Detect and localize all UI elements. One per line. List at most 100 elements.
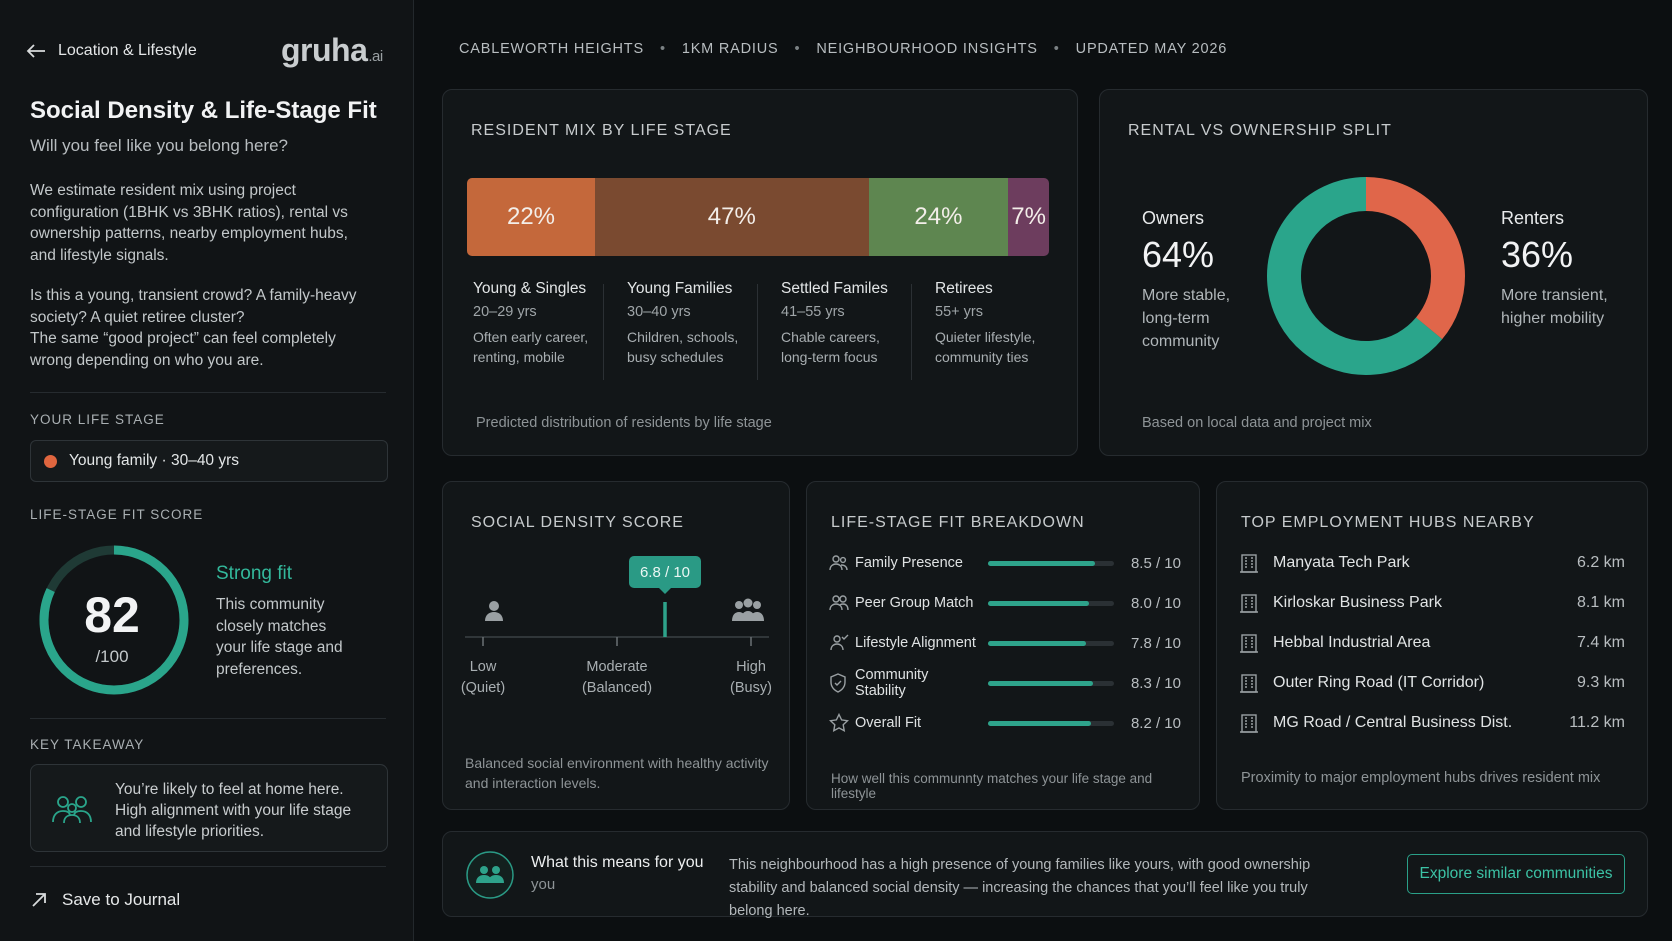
segment-label: 7% <box>1011 203 1046 230</box>
fit-row-label: Lifestyle Alignment <box>855 635 976 651</box>
fit-verdict: Strong fit <box>216 563 293 584</box>
density-high-sub: (Busy) <box>730 680 772 696</box>
fit-bar-fill <box>988 560 1096 566</box>
employment-hubs-card: TOP EMPLOYMENT HUBS NEARBY Manyata Tech … <box>1216 481 1648 810</box>
fit-row-family-presence: Family Presence 8.5 / 10 <box>829 549 1181 577</box>
renters-label: Renters <box>1501 208 1565 228</box>
save-to-journal-button[interactable]: Save to Journal <box>30 890 180 910</box>
fit-bar-track <box>988 600 1114 606</box>
fit-row-value: 8.5 / 10 <box>1130 554 1181 572</box>
breadcrumb-updated: UPDATED MAY 2026 <box>1075 41 1228 57</box>
arrow-up-right-icon <box>32 893 46 907</box>
segment-label: 47% <box>707 203 756 230</box>
fit-breakdown-title: LIFE-STAGE FIT BREAKDOWN <box>831 514 1085 531</box>
building-icon <box>1240 554 1258 573</box>
hub-name: Outer Ring Road (IT Corridor) <box>1273 674 1485 691</box>
arrow-left-icon <box>26 44 45 58</box>
density-footnote: Balanced social environment with healthy… <box>465 755 769 791</box>
breadcrumb: CABLEWORTH HEIGHTS • 1KM RADIUS • NEIGHBOU… <box>459 41 1227 57</box>
owners-description: More stable, long-term community <box>1142 287 1231 350</box>
fit-bar-fill <box>988 680 1093 686</box>
employment-hubs-footnote: Proximity to major employment hubs drive… <box>1241 770 1601 786</box>
fit-score-gauge: 82 /100 <box>39 545 189 695</box>
social-density-title: SOCIAL DENSITY SCORE <box>471 514 684 531</box>
intro-text: We estimate resident mix using project c… <box>30 182 348 264</box>
employment-hubs-title: TOP EMPLOYMENT HUBS NEARBY <box>1241 514 1535 531</box>
legend-retirees: Retirees 55+ yrs Quieter lifestyle, commu… <box>929 280 1079 367</box>
density-low-label: Low (Quiet) <box>453 657 513 699</box>
banner-title: What this means for you <box>531 854 704 871</box>
fit-row-peer-group: Peer Group Match 8.0 / 10 <box>829 589 1181 617</box>
page-subtitle: Will you feel like you belong here? <box>30 136 288 155</box>
density-low-text: Low <box>469 659 497 675</box>
takeaway-card: You’re likely to feel at home here. High… <box>30 764 388 852</box>
family-icon <box>829 555 848 571</box>
legend-name: Young & Singles <box>473 280 587 297</box>
renters-percent: 36% <box>1501 234 1574 275</box>
owners-percent: 64% <box>1142 234 1215 275</box>
fit-row-overall: Overall Fit 8.2 / 10 <box>829 709 1181 737</box>
legend-desc-line: Chable careers, <box>781 329 880 345</box>
legend-name: Settled Familes <box>781 280 888 297</box>
ownership-donut <box>1267 177 1465 375</box>
life-stage-dot-icon <box>44 454 57 468</box>
fit-row-value: 8.0 / 10 <box>1130 594 1181 612</box>
density-scale <box>465 587 769 646</box>
question-text: Is this a young, transient crowd? A fami… <box>30 287 357 326</box>
legend-settled-families: Settled Familes 41–55 yrs Chable careers… <box>775 280 925 367</box>
back-button[interactable]: Location & Lifestyle <box>26 42 197 60</box>
star-icon <box>829 713 849 732</box>
ownership-footnote: Based on local data and project mix <box>1142 415 1372 431</box>
legend-young-families: Young Families 30–40 yrs Children, schoo… <box>621 280 771 367</box>
separator-dot: • <box>1053 41 1060 57</box>
hub-row: Outer Ring Road (IT Corridor) 9.3 km <box>1239 669 1625 697</box>
legend-desc-line: renting, mobile <box>473 348 565 365</box>
building-icon <box>1240 714 1258 733</box>
owners-label: Owners <box>1142 208 1205 228</box>
legend-desc-line: Quieter lifestyle, <box>935 329 1036 345</box>
save-label: Save to Journal <box>62 890 181 909</box>
separator-dot: • <box>659 41 666 57</box>
resident-mix-title: RESIDENT MIX BY LIFE STAGE <box>471 122 732 139</box>
page-title: Social Density & Life-Stage Fit <box>30 97 377 124</box>
legend-name: Young Families <box>627 280 733 297</box>
divider <box>30 866 386 867</box>
legend-age: 20–29 yrs <box>473 304 537 320</box>
hub-name: Kirloskar Business Park <box>1273 594 1442 611</box>
segment-label: 22% <box>506 203 556 230</box>
explore-similar-button[interactable]: Explore similar communities <box>1407 854 1625 894</box>
hub-distance: 11.2 km <box>1569 714 1625 731</box>
legend-desc: Quieter lifestyle, community ties <box>935 328 1079 367</box>
segment-label: 24% <box>914 203 963 230</box>
legend-desc: Often early career, renting, mobile <box>473 328 617 367</box>
fit-breakdown-card: LIFE-STAGE FIT BREAKDOWN Family Presence… <box>806 481 1200 810</box>
divider <box>30 392 386 393</box>
fit-score-label: LIFE-STAGE FIT SCORE <box>30 507 204 522</box>
building-icon <box>1240 594 1258 613</box>
hub-row: MG Road / Central Business Dist. 11.2 km <box>1239 709 1625 737</box>
breadcrumb-section: NEIGHBOURHOOD INSIGHTS <box>816 41 1038 57</box>
renters-description: More transient, higher mobility <box>1501 287 1608 327</box>
resident-mix-footnote: Predicted distribution of residents by l… <box>476 415 772 431</box>
logo-text: gruha <box>281 32 368 68</box>
shield-icon <box>830 673 846 693</box>
life-stage-label: YOUR LIFE STAGE <box>30 412 165 427</box>
social-density-card: SOCIAL DENSITY SCORE 6.8 / 10 Low (Quiet)… <box>442 481 790 810</box>
lifestyle-icon <box>830 634 849 651</box>
resident-mix-card: RESIDENT MIX BY LIFE STAGE 22% 47% 24% 7… <box>442 89 1078 456</box>
life-stage-selector[interactable]: Young family · 30–40 yrs <box>30 440 388 482</box>
life-stage-value: Young family · 30–40 yrs <box>69 452 240 469</box>
fit-bar-track <box>988 640 1114 646</box>
back-label: Location & Lifestyle <box>58 42 197 59</box>
density-mid-label: Moderate (Balanced) <box>567 657 667 699</box>
legend-age: 55+ yrs <box>935 304 983 320</box>
density-mid-text: Moderate <box>586 659 648 675</box>
hub-name: MG Road / Central Business Dist. <box>1273 714 1513 731</box>
hub-row: Manyata Tech Park 6.2 km <box>1239 549 1625 577</box>
legend-young-singles: Young & Singles 20–29 yrs Often early ca… <box>467 280 617 367</box>
sidebar: Location & Lifestyle gruha.ai Social Den… <box>0 0 414 941</box>
segment-settled-families: 24% <box>868 178 1009 256</box>
hub-row: Kirloskar Business Park 8.1 km <box>1239 589 1625 617</box>
density-mid-sub: (Balanced) <box>581 680 653 696</box>
density-high-text: High <box>736 659 766 675</box>
